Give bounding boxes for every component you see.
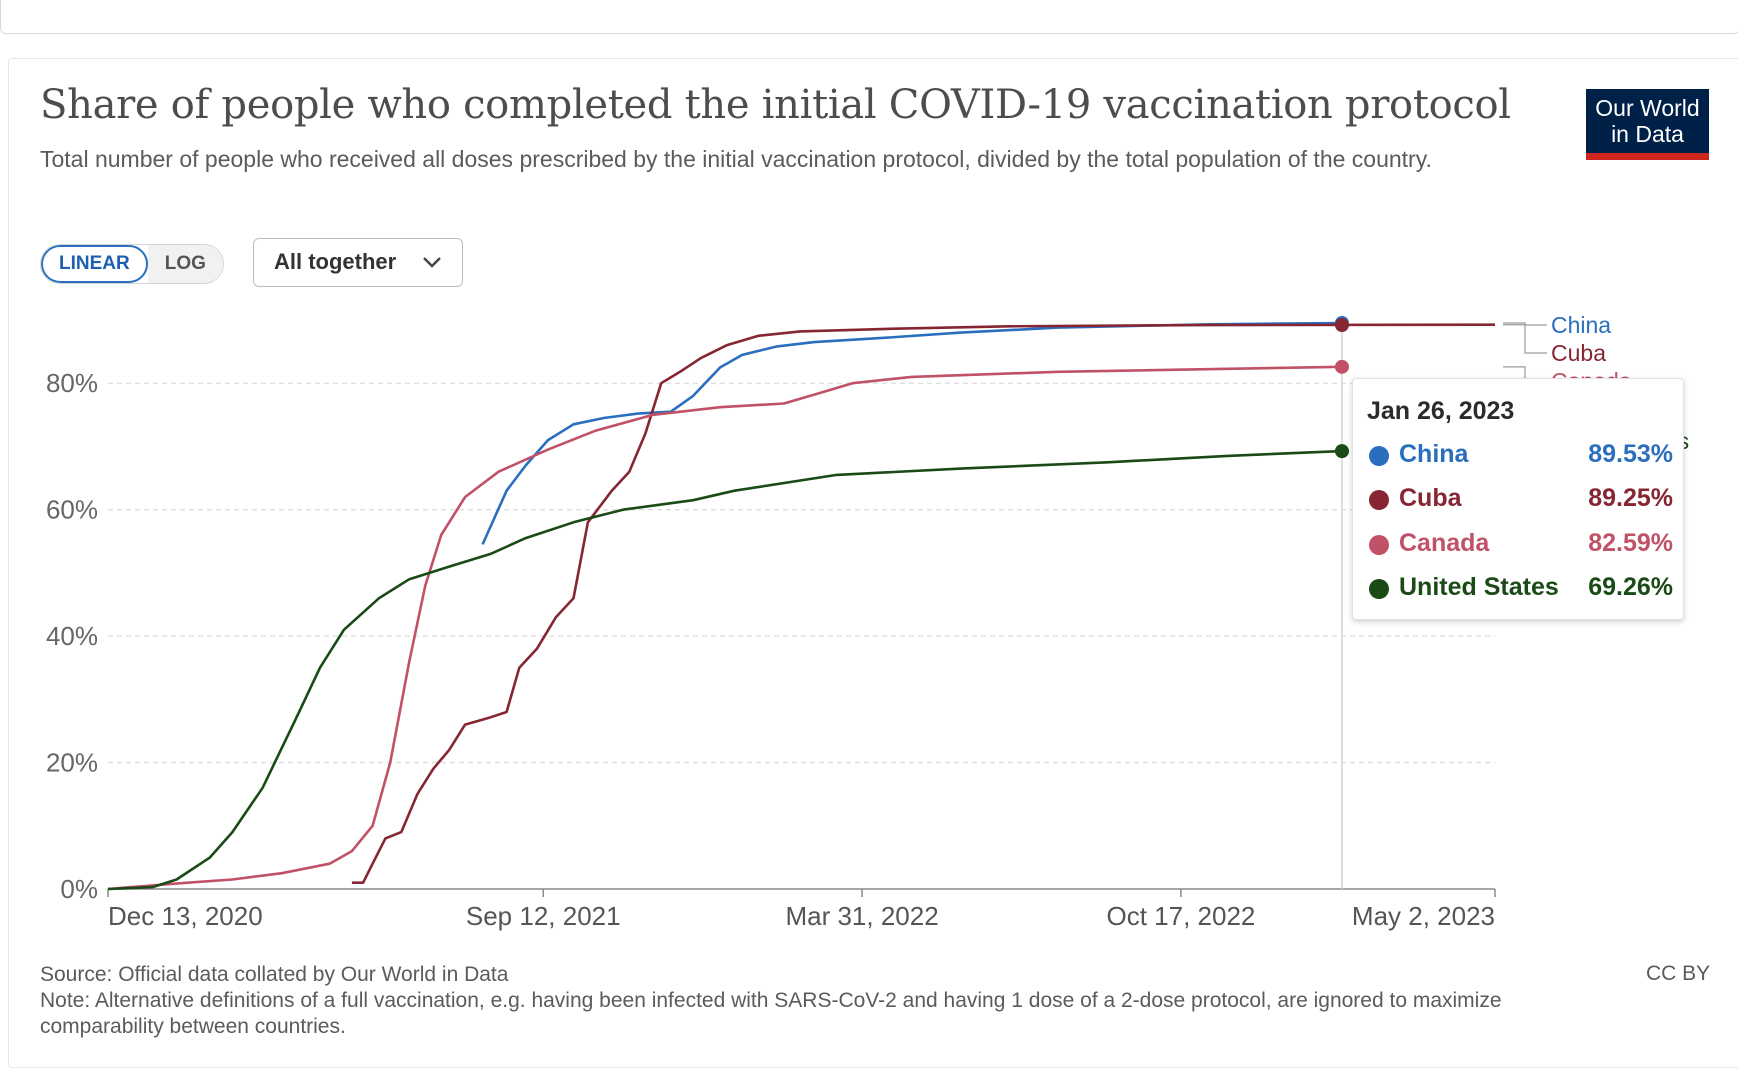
hover-point-united-states (1334, 444, 1349, 459)
tooltip-value: 82.59% (1588, 529, 1673, 557)
tooltip-row-canada: Canada 82.59% (1365, 529, 1673, 561)
y-tick-label: 0% (60, 874, 98, 904)
cuba-dot-icon (1369, 490, 1389, 510)
x-tick-label: Sep 12, 2021 (466, 901, 621, 931)
tooltip-row-cuba: Cuba 89.25% (1365, 484, 1673, 516)
tooltip-name: United States (1399, 573, 1559, 601)
x-tick-label: Mar 31, 2022 (785, 901, 938, 931)
x-tick-label: Dec 13, 2020 (108, 901, 263, 931)
note-text: Note: Alternative definitions of a full … (40, 989, 1502, 1038)
canada-dot-icon (1369, 535, 1389, 555)
united-states-dot-icon (1369, 579, 1389, 599)
china-dot-icon (1369, 446, 1389, 466)
x-tick-label: Oct 17, 2022 (1106, 901, 1255, 931)
tooltip-name: Cuba (1399, 484, 1462, 512)
y-tick-label: 60% (46, 495, 98, 525)
linear-scale-button[interactable]: LINEAR (41, 245, 148, 283)
hover-point-canada (1334, 359, 1349, 374)
chevron-down-icon (423, 257, 441, 268)
x-tick-label: May 2, 2023 (1352, 901, 1495, 931)
tooltip-value: 89.53% (1588, 440, 1673, 468)
license-link[interactable]: CC BY (1646, 962, 1711, 985)
chart-footer: Source: Official data collated by Our Wo… (40, 962, 1600, 1040)
hover-tooltip: Jan 26, 2023 China 89.53% Cuba 89.25% Ca… (1352, 378, 1684, 620)
tooltip-name: Canada (1399, 529, 1490, 557)
tooltip-value: 69.26% (1588, 573, 1673, 601)
series-line-united-states (107, 449, 1343, 891)
tooltip-date: Jan 26, 2023 (1367, 397, 1515, 425)
source-text: Source: Official data collated by Our Wo… (40, 963, 509, 986)
series-end-label: Cuba (1551, 340, 1606, 366)
tooltip-row-china: China 89.53% (1365, 440, 1673, 472)
series-line-cuba (351, 323, 1496, 884)
y-tick-label: 80% (46, 368, 98, 398)
tooltip-value: 89.25% (1588, 484, 1673, 512)
tooltip-name: China (1399, 440, 1469, 468)
series-end-label: China (1551, 312, 1611, 338)
series-line-canada (107, 365, 1343, 891)
logo-line-2: in Data (1611, 121, 1684, 147)
label-connector (1503, 324, 1547, 354)
top-panel-edge (0, 0, 1738, 34)
owid-logo[interactable]: Our World in Data (1586, 89, 1709, 160)
chart-subtitle: Total number of people who received all … (40, 146, 1432, 172)
scale-toggle[interactable]: LINEAR LOG (40, 244, 224, 284)
chart-title: Share of people who completed the initia… (40, 82, 1511, 128)
y-tick-label: 40% (46, 621, 98, 651)
tooltip-row-united-states: United States 69.26% (1365, 573, 1673, 605)
logo-line-1: Our World (1595, 95, 1700, 121)
hover-point-cuba (1334, 318, 1349, 333)
log-scale-button[interactable]: LOG (147, 245, 223, 283)
y-tick-label: 20% (46, 748, 98, 778)
facet-dropdown[interactable]: All together (253, 238, 463, 287)
series-line-china (481, 321, 1343, 545)
label-connector (1503, 322, 1547, 326)
dropdown-label: All together (274, 249, 397, 274)
